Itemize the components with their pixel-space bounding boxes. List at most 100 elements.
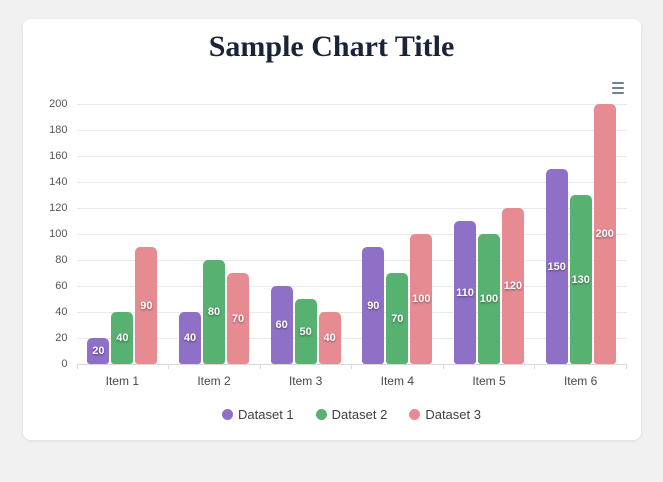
- bar-dataset-2[interactable]: 130: [569, 195, 592, 364]
- bar-value-label: 150: [547, 260, 566, 273]
- bar-groups: 20 40 90 40 80 70 60 50 40 90 70 100 110 100 120 150 130…: [77, 104, 627, 364]
- bar-value-label: 40: [183, 332, 197, 344]
- bar-value-label: 40: [323, 332, 336, 344]
- bar-dataset-1[interactable]: 60: [270, 286, 293, 364]
- x-axis-label: Item 4: [380, 374, 414, 388]
- y-tick-label: 80: [55, 254, 68, 266]
- bar-dataset-3[interactable]: 70: [226, 273, 249, 364]
- bar-dataset-1[interactable]: 110: [453, 221, 476, 364]
- legend-label: Dataset 1: [238, 407, 294, 422]
- gridline: [76, 260, 627, 261]
- x-tick: [351, 364, 352, 369]
- bar-value-label: 100: [412, 293, 431, 305]
- y-tick-label: 160: [49, 150, 68, 162]
- y-axis: 200 180 160 140 120 100 80 60 40 20 0: [35, 98, 77, 370]
- x-axis-label: Item 6: [563, 374, 598, 388]
- bar-group: 150 130 200: [535, 104, 627, 364]
- gridline: [76, 234, 627, 235]
- bar-group: 40 80 70: [168, 104, 260, 364]
- y-tick-label: 200: [49, 98, 68, 110]
- bar-value-label: 80: [207, 306, 221, 318]
- bar-value-label: 70: [391, 312, 404, 325]
- bar-value-label: 130: [571, 273, 590, 286]
- y-tick-label: 100: [49, 228, 68, 240]
- legend-item[interactable]: Dataset 3: [409, 407, 481, 422]
- bar-value-label: 50: [299, 325, 312, 338]
- bar-dataset-3[interactable]: 40: [318, 312, 341, 364]
- bar-value-label: 40: [116, 332, 129, 344]
- x-axis-label: Item 1: [105, 374, 139, 388]
- legend-item[interactable]: Dataset 1: [222, 407, 294, 422]
- bar-group: 60 50 40: [260, 104, 352, 364]
- x-tick: [76, 364, 78, 369]
- gridline: [76, 208, 627, 209]
- bar-value-label: 110: [456, 286, 474, 299]
- bar-value-label: 90: [140, 299, 153, 312]
- x-tick: [259, 364, 261, 369]
- legend-marker-dot: [409, 409, 421, 420]
- plot-column: 20 40 90 40 80 70 60 50 40 90 70 100 110 100 120 150 130…: [76, 104, 627, 422]
- x-axis-labels: Item 1 Item 2 Item 3 Item 4 Item 5 Item 6: [77, 374, 627, 388]
- y-tick-label: 180: [49, 124, 68, 136]
- y-tick-label: 60: [55, 280, 68, 292]
- gridline: [76, 286, 627, 287]
- gridline: [76, 338, 627, 339]
- x-tick: [442, 364, 444, 369]
- x-axis-ticks: [76, 364, 627, 369]
- gridline: [76, 130, 627, 131]
- bar-dataset-1[interactable]: 150: [545, 169, 568, 364]
- x-axis-label: Item 2: [197, 374, 231, 388]
- bar-dataset-2[interactable]: 70: [386, 273, 409, 364]
- x-tick: [168, 364, 169, 369]
- gridline: [76, 312, 627, 313]
- hamburger-line: [611, 92, 624, 94]
- x-tick: [534, 364, 535, 369]
- y-tick-label: 140: [49, 176, 68, 188]
- bar-value-label: 100: [479, 293, 499, 305]
- bar-group: 110 100 120: [443, 104, 535, 364]
- legend-marker-dot: [222, 409, 234, 420]
- legend-marker-dot: [315, 409, 327, 420]
- bar-dataset-2[interactable]: 100: [477, 234, 500, 364]
- bar-value-label: 60: [275, 319, 288, 331]
- y-tick-label: 120: [49, 202, 68, 214]
- chart-area: 200 180 160 140 120 100 80 60 40 20 0 20 40 90 40 80 70…: [35, 98, 627, 422]
- bar-dataset-1[interactable]: 40: [178, 312, 201, 364]
- bar-dataset-3[interactable]: 120: [501, 208, 524, 364]
- hamburger-menu-icon[interactable]: [610, 80, 626, 96]
- bar-dataset-2[interactable]: 50: [294, 299, 317, 364]
- bar-dataset-1[interactable]: 90: [362, 247, 385, 364]
- bar-value-label: 70: [231, 312, 245, 325]
- legend-label: Dataset 3: [425, 407, 481, 422]
- bar-dataset-1[interactable]: 20: [87, 338, 110, 364]
- gridline: [76, 156, 627, 157]
- hamburger-line: [611, 82, 624, 84]
- x-axis-label: Item 5: [472, 374, 506, 388]
- hamburger-line: [611, 87, 624, 89]
- x-axis-label: Item 3: [288, 374, 323, 388]
- bar-dataset-3[interactable]: 100: [410, 234, 433, 364]
- legend-item[interactable]: Dataset 2: [315, 407, 388, 422]
- bar-value-label: 20: [92, 345, 105, 357]
- y-tick-label: 40: [55, 306, 68, 318]
- bar-group: 90 70 100: [351, 104, 443, 364]
- bar-dataset-2[interactable]: 40: [111, 312, 134, 364]
- bar-dataset-3[interactable]: 200: [593, 104, 616, 364]
- legend-label: Dataset 2: [331, 407, 388, 422]
- bar-dataset-2[interactable]: 80: [202, 260, 225, 364]
- bar-value-label: 200: [595, 228, 614, 240]
- bar-value-label: 120: [503, 280, 523, 292]
- gridline: [76, 182, 627, 183]
- gridline: [76, 364, 627, 365]
- chart-title: Sample Chart Title: [208, 30, 455, 63]
- y-tick-label: 0: [61, 358, 68, 370]
- gridline: [76, 104, 627, 105]
- bar-group: 20 40 90: [77, 104, 169, 364]
- plot-area: 20 40 90 40 80 70 60 50 40 90 70 100 110 100 120 150 130…: [76, 104, 627, 365]
- x-tick: [625, 364, 627, 369]
- legend: Dataset 1 Dataset 2 Dataset 3: [77, 407, 627, 422]
- y-tick-label: 20: [55, 332, 68, 344]
- chart-card: Sample Chart Title 200 180 160 140 120 100 80 6…: [22, 19, 641, 440]
- bar-value-label: 90: [367, 299, 380, 312]
- bar-dataset-3[interactable]: 90: [135, 247, 158, 364]
